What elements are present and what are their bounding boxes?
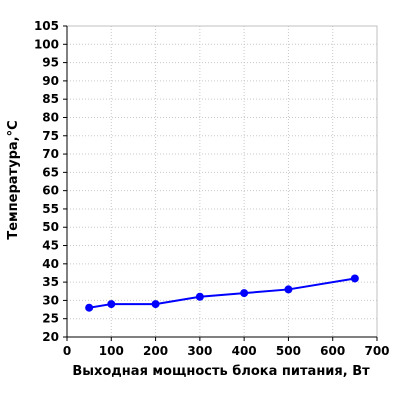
y-tick-label: 45 <box>42 239 59 253</box>
x-tick-label: 400 <box>232 344 257 358</box>
y-tick-label: 65 <box>42 165 59 179</box>
y-tick-label: 100 <box>34 37 59 51</box>
y-tick-label: 35 <box>42 275 59 289</box>
y-tick-label: 75 <box>42 129 59 143</box>
data-point <box>151 300 160 309</box>
y-axis: 20 25 30 35 40 45 50 55 60 65 70 75 80 85 90 95 100 105 <box>34 19 67 344</box>
data-point <box>240 289 249 298</box>
data-point <box>350 274 359 283</box>
y-tick-label: 90 <box>42 74 59 88</box>
data-point <box>107 300 116 309</box>
y-axis-title: Температура,°C <box>6 120 21 239</box>
x-axis-title: Выходная мощность блока питания, Вт <box>72 364 370 379</box>
plot-area <box>66 25 378 338</box>
plot-border <box>66 25 378 338</box>
x-tick-label: 0 <box>63 344 71 358</box>
y-tick-label: 20 <box>42 330 59 344</box>
y-tick-label: 25 <box>42 312 59 326</box>
y-tick-label: 70 <box>42 147 59 161</box>
x-tick-label: 600 <box>320 344 345 358</box>
x-tick-label: 300 <box>187 344 212 358</box>
x-tick-label: 500 <box>276 344 301 358</box>
y-tick-label: 80 <box>42 110 59 124</box>
x-tick-label: 700 <box>364 344 389 358</box>
y-tick-label: 95 <box>42 56 59 70</box>
y-tick-label: 50 <box>42 220 59 234</box>
data-point <box>195 292 204 301</box>
x-tick-label: 200 <box>143 344 168 358</box>
y-tick-label: 55 <box>42 202 59 216</box>
y-tick-label: 105 <box>34 19 59 33</box>
y-tick-label: 30 <box>42 293 59 307</box>
x-tick-label: 100 <box>99 344 124 358</box>
data-point <box>85 303 94 312</box>
y-tick-label: 85 <box>42 92 59 106</box>
y-tick-label: 60 <box>42 184 59 198</box>
x-axis: 0 100 200 300 400 500 600 700 <box>63 337 390 358</box>
series-layer <box>85 274 359 312</box>
series-line <box>88 277 356 309</box>
grid <box>67 26 377 337</box>
data-point <box>284 285 293 294</box>
y-tick-label: 40 <box>42 257 59 271</box>
